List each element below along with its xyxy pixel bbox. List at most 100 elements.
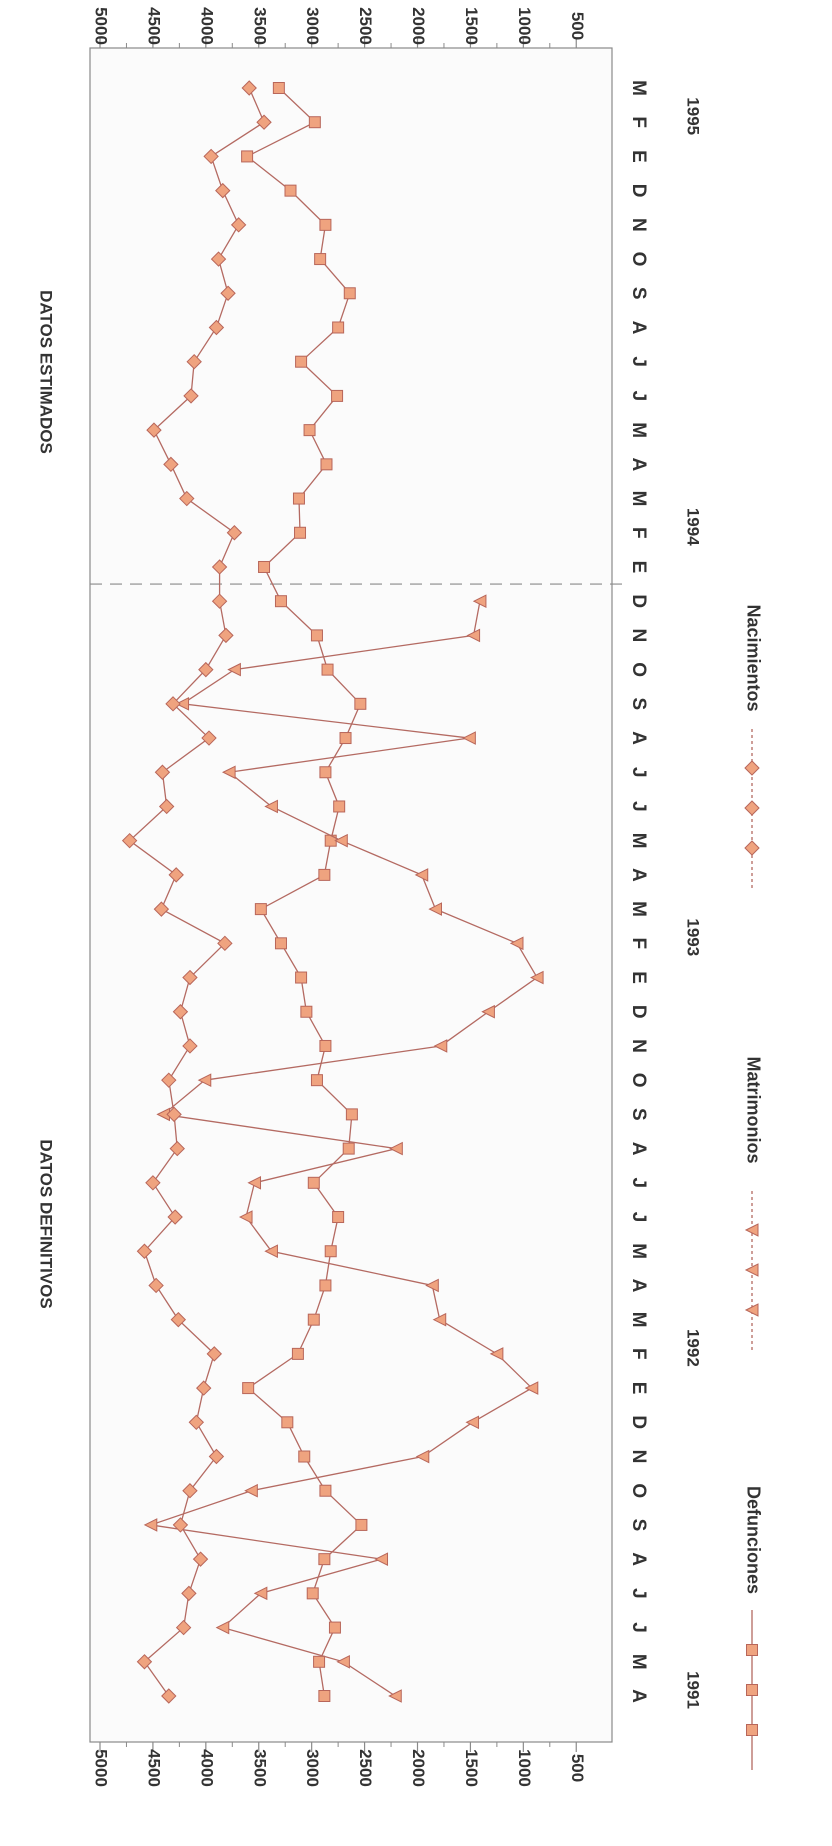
- data-point-matrimonios: [389, 1141, 403, 1156]
- x-tick-label: M: [628, 1312, 649, 1328]
- data-point-matrimonios: [264, 1244, 278, 1259]
- y-tick-label-top: 4500: [144, 7, 163, 45]
- x-tick-label: F: [628, 527, 649, 539]
- data-point-defunciones: [272, 82, 285, 94]
- data-point-matrimonios: [481, 1004, 495, 1019]
- data-point-nacimientos: [241, 80, 257, 96]
- data-point-matrimonios: [197, 1073, 212, 1087]
- data-point-defunciones: [291, 1347, 304, 1360]
- x-tick-label: J: [628, 1178, 649, 1189]
- data-point-nacimientos: [136, 1243, 153, 1259]
- y-tick-label-top: 2000: [409, 7, 428, 45]
- legend-label-nacimientos: Nacimientos: [743, 604, 763, 711]
- x-tick-label: N: [628, 1039, 649, 1053]
- x-tick-label: A: [628, 868, 649, 882]
- x-tick-label: M: [628, 80, 649, 96]
- data-point-defunciones: [300, 1005, 313, 1018]
- data-point-matrimonios: [472, 594, 487, 609]
- data-point-matrimonios: [247, 1175, 262, 1190]
- data-point-defunciones: [321, 663, 334, 676]
- x-tick-label: M: [628, 833, 649, 849]
- data-point-defunciones: [318, 1553, 331, 1566]
- data-point-nacimientos: [208, 319, 225, 336]
- data-point-defunciones: [318, 868, 331, 881]
- legend-marker-nacimientos: [744, 760, 760, 776]
- x-tick-label: D: [628, 594, 649, 608]
- x-tick-label: S: [628, 1519, 649, 1532]
- legend-label-defunciones: Defunciones: [743, 1486, 763, 1594]
- data-point-matrimonios: [227, 662, 241, 677]
- data-point-nacimientos: [167, 1209, 183, 1225]
- data-point-matrimonios: [264, 799, 278, 814]
- y-tick-label-top: 500: [568, 12, 587, 40]
- x-tick-label: M: [628, 1243, 649, 1259]
- data-point-defunciones: [314, 253, 327, 266]
- series-line-nacimientos: [128, 87, 265, 1697]
- data-point-defunciones: [313, 1655, 326, 1668]
- data-point-defunciones: [318, 1690, 331, 1702]
- data-point-nacimientos: [210, 251, 227, 267]
- legend-marker-matrimonios: [744, 1303, 759, 1317]
- data-point-defunciones: [319, 766, 332, 779]
- x-tick-label: N: [628, 218, 649, 232]
- data-point-nacimientos: [203, 148, 219, 165]
- year-label: 1995: [684, 97, 703, 135]
- year-label: 1993: [684, 918, 703, 956]
- x-tick-label: O: [628, 662, 649, 677]
- data-point-matrimonios: [509, 936, 524, 951]
- data-point-nacimientos: [121, 832, 138, 849]
- y-tick-label-top: 4000: [197, 7, 216, 45]
- data-point-defunciones: [307, 1176, 320, 1189]
- x-tick-label: J: [628, 391, 649, 402]
- data-point-defunciones: [298, 1450, 311, 1463]
- data-point-matrimonios: [143, 1518, 158, 1532]
- data-point-defunciones: [319, 1484, 332, 1497]
- data-point-nacimientos: [215, 182, 231, 199]
- data-point-defunciones: [294, 526, 307, 539]
- year-label: 1994: [684, 508, 703, 546]
- x-tick-label: A: [628, 1279, 649, 1293]
- x-tick-label: J: [628, 1212, 649, 1223]
- data-point-defunciones: [306, 1587, 319, 1600]
- x-tick-label: M: [628, 901, 649, 917]
- data-point-nacimientos: [226, 525, 243, 541]
- x-tick-label: M: [628, 1654, 649, 1670]
- x-tick-label: A: [628, 731, 649, 745]
- data-point-defunciones: [333, 800, 346, 813]
- x-tick-label: S: [628, 697, 649, 710]
- section-label-definitivos: DATOS DEFINITIVOS: [37, 1139, 56, 1308]
- data-point-matrimonios: [414, 868, 429, 882]
- data-point-nacimientos: [154, 764, 171, 780]
- data-point-defunciones: [339, 732, 352, 745]
- data-point-nacimientos: [181, 1585, 197, 1602]
- data-point-nacimientos: [136, 1654, 153, 1670]
- data-point-defunciones: [242, 1382, 255, 1395]
- data-point-matrimonios: [432, 1312, 447, 1327]
- data-point-nacimientos: [183, 388, 199, 404]
- x-tick-label: J: [628, 801, 649, 812]
- legend-marker-defunciones: [746, 1724, 758, 1736]
- data-point-nacimientos: [163, 456, 179, 473]
- x-tick-label: D: [628, 1415, 649, 1429]
- data-point-nacimientos: [148, 1277, 164, 1294]
- y-tick-label-top: 1500: [462, 7, 481, 45]
- data-point-defunciones: [308, 116, 321, 129]
- x-tick-label: A: [628, 1142, 649, 1156]
- data-point-defunciones: [284, 184, 297, 197]
- x-tick-label: E: [628, 150, 649, 163]
- x-tick-label: M: [628, 491, 649, 507]
- x-tick-label: S: [628, 1108, 649, 1121]
- data-point-nacimientos: [206, 1346, 223, 1362]
- x-tick-label: A: [628, 1689, 649, 1703]
- data-point-nacimientos: [175, 1619, 192, 1636]
- data-point-nacimientos: [153, 901, 170, 917]
- data-point-nacimientos: [201, 730, 217, 746]
- y-tick-label-bottom: 2500: [356, 1749, 375, 1787]
- data-point-defunciones: [343, 287, 356, 300]
- data-point-nacimientos: [217, 935, 233, 952]
- data-point-nacimientos: [230, 217, 247, 233]
- data-point-defunciones: [319, 1279, 332, 1292]
- x-tick-label: A: [628, 1552, 649, 1566]
- data-point-defunciones: [331, 389, 344, 402]
- data-point-nacimientos: [161, 1072, 177, 1088]
